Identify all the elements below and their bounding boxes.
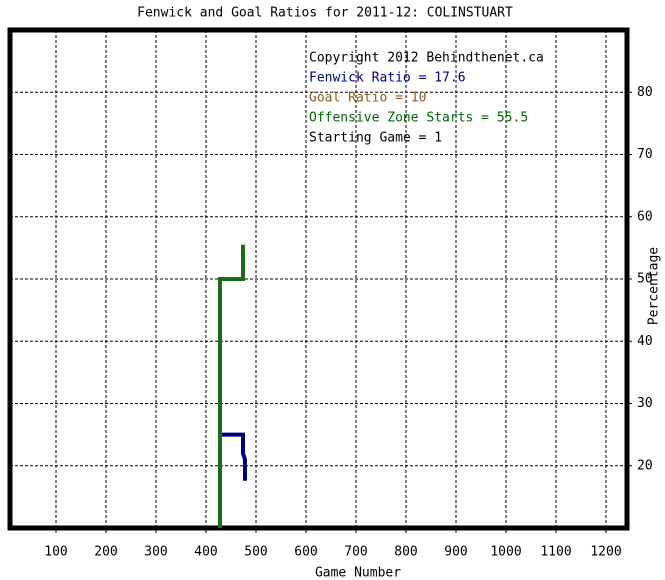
x-tick-label: 900 <box>444 545 467 560</box>
x-tick-label: 800 <box>394 545 417 560</box>
y-tick-label: 30 <box>637 396 653 411</box>
x-tick-label: 1100 <box>540 545 571 560</box>
data-line <box>220 432 247 481</box>
annotation: Goal Ratio = 10 <box>309 91 426 106</box>
x-tick-label: 1200 <box>590 545 621 560</box>
y-tick-label: 70 <box>637 147 653 162</box>
y-tick-label: 60 <box>637 209 653 224</box>
x-tick-label: 100 <box>44 545 67 560</box>
x-tick-label: 600 <box>294 545 317 560</box>
plot-border <box>7 27 630 531</box>
annotation: Offensive Zone Starts = 55.5 <box>309 111 528 126</box>
annotation: Fenwick Ratio = 17.6 <box>309 71 466 86</box>
annotation: Copyright 2012 Behindthenet.ca <box>309 51 544 66</box>
chart-title: Fenwick and Goal Ratios for 2011-12: COL… <box>137 6 513 21</box>
annotation: Starting Game = 1 <box>309 131 442 146</box>
y-tick-label: 40 <box>637 334 653 349</box>
x-tick-label: 700 <box>344 545 367 560</box>
x-tick-label: 300 <box>144 545 167 560</box>
y-tick-label: 50 <box>637 272 653 287</box>
y-axis-label: Percentage <box>647 247 662 325</box>
y-tick-label: 80 <box>637 85 653 100</box>
x-tick-label: 1000 <box>490 545 521 560</box>
x-axis-label: Game Number <box>315 566 401 580</box>
x-tick-label: 200 <box>94 545 117 560</box>
data-line <box>218 244 245 528</box>
x-tick-label: 400 <box>194 545 217 560</box>
x-tick-label: 500 <box>244 545 267 560</box>
y-tick-label: 20 <box>637 458 653 473</box>
